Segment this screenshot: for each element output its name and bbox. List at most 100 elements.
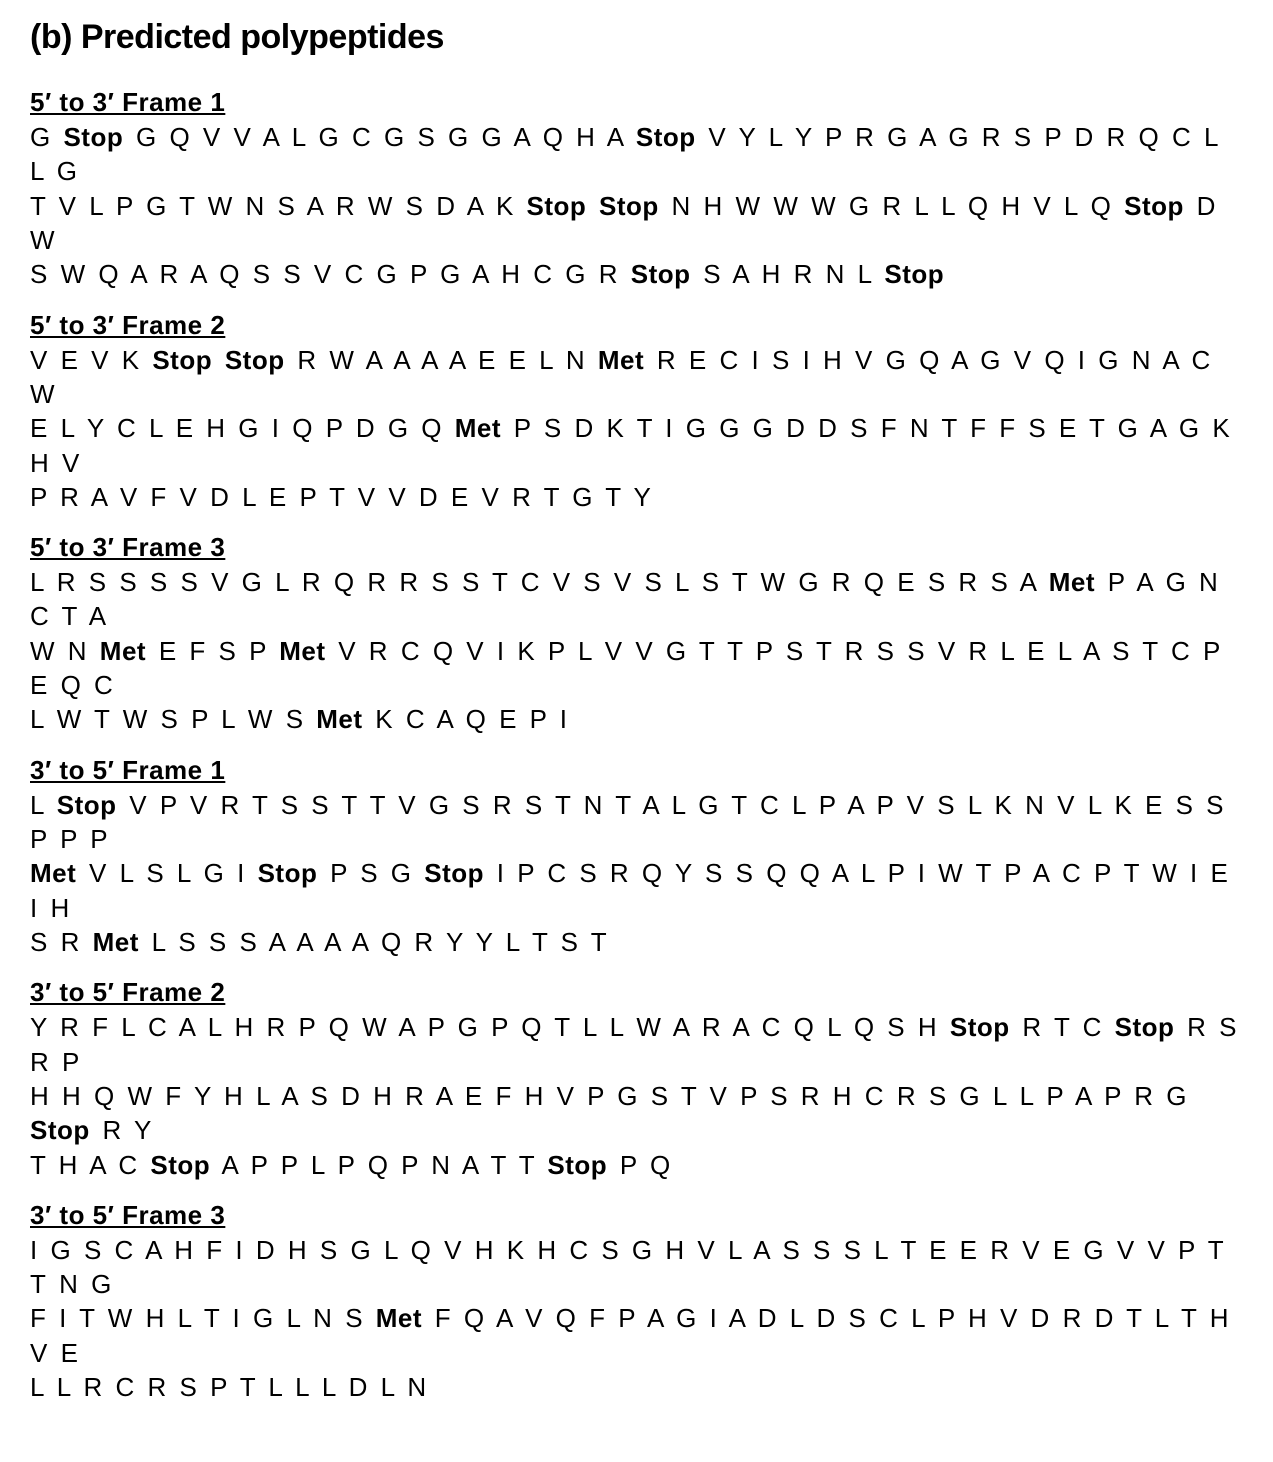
residue: L [858,259,872,289]
residue: Q [543,122,564,152]
residue: A [307,191,323,221]
residue: V [398,790,416,820]
residue: G [146,191,167,221]
residue: T [30,1269,46,1299]
residue: Y [446,927,463,957]
residue: V [710,1081,728,1111]
stop-keyword: Stop [884,259,944,289]
residue: V [466,636,484,666]
residue: C [94,670,113,700]
residue: A [281,1081,297,1111]
residue: H [146,1303,165,1333]
residue: Q [650,1150,671,1180]
residue: P [60,824,77,854]
residue: A [1075,1081,1091,1111]
residue: V [635,636,653,666]
residue: C [865,1081,884,1111]
residue: E [1059,413,1077,443]
residue: R [148,1372,167,1402]
residue: W [368,191,393,221]
residue: Q [169,122,190,152]
residue: N [68,636,87,666]
residue: S [1028,413,1046,443]
residue: D [786,413,805,443]
residue: W [30,225,55,255]
residue: I [918,858,926,888]
residue: L [675,567,689,597]
residue: A [462,1150,478,1180]
residue: S [601,1235,619,1265]
residue: L [208,1012,222,1042]
residue: G [482,122,503,152]
residue: P [877,790,894,820]
residue: D [256,1235,275,1265]
residue: I [235,1235,243,1265]
frames-container: 5′ to 3′ Frame 1G Stop G Q V V A L G C G… [30,87,1243,1404]
residue: V [338,636,356,666]
residue: A [642,790,658,820]
residue: S [281,790,299,820]
residue: R [60,1012,79,1042]
residue: S [360,858,378,888]
frame-block: 3′ to 5′ Frame 3I G S C A H F I D H S G … [30,1200,1243,1405]
residue: S [462,567,480,597]
stop-keyword: Stop [150,1150,210,1180]
residue: W [128,1081,153,1111]
stop-keyword: Stop [424,858,484,888]
residue: L [242,482,256,512]
sequence-line: L W T W S P L W S Met K C A Q E P I [30,702,1243,736]
residue: S [736,858,754,888]
residue: G [388,413,409,443]
residue: V [855,345,873,375]
residue: I [59,1303,67,1333]
residue: G [253,1303,274,1333]
residue: G [798,567,819,597]
residue: L [177,858,191,888]
residue: R [990,1235,1009,1265]
residue: V [89,858,107,888]
residue: F [30,1303,46,1333]
residue: L [30,704,44,734]
residue: L [1064,191,1078,221]
residue: G [319,122,340,152]
residue: Q [381,927,402,957]
met-keyword: Met [376,1303,422,1333]
residue: R [958,567,977,597]
residue: L [792,790,806,820]
residue: S [849,1303,867,1333]
residue: L [583,1012,597,1042]
residue: Q [94,1081,115,1111]
residue: L [610,1012,624,1042]
residue: V [1033,191,1051,221]
residue: S [1219,1012,1237,1042]
residue: E [1027,636,1045,666]
residue: P [281,1150,298,1180]
residue: R [610,858,629,888]
residue: A [352,927,368,957]
residue: T [637,413,653,443]
residue: I [1190,858,1198,888]
residue: N [59,1269,78,1299]
residue: V [203,122,221,152]
residue: P [338,1150,355,1180]
residue: G [1166,567,1187,597]
residue: P [530,704,547,734]
residue: G [617,1081,638,1111]
residue: S [929,1081,947,1111]
residue: V [708,122,726,152]
frame-label: 3′ to 5′ Frame 1 [30,755,1243,786]
residue: D [356,413,375,443]
residue: T [492,567,508,597]
section-title: (b) Predicted polypeptides [30,18,1243,57]
residue: T [975,858,991,888]
residue: R [369,636,388,666]
sequence-line: S W Q A R A Q S S V C G P G A H C G R St… [30,257,1243,291]
residue: W [636,1012,661,1042]
residue: G [1166,1081,1187,1111]
residue: G [565,259,586,289]
residue: A [179,1012,195,1042]
residue: S [1206,790,1224,820]
residue: L [256,1081,270,1111]
residue: R [1107,122,1126,152]
residue: H [59,1150,78,1180]
